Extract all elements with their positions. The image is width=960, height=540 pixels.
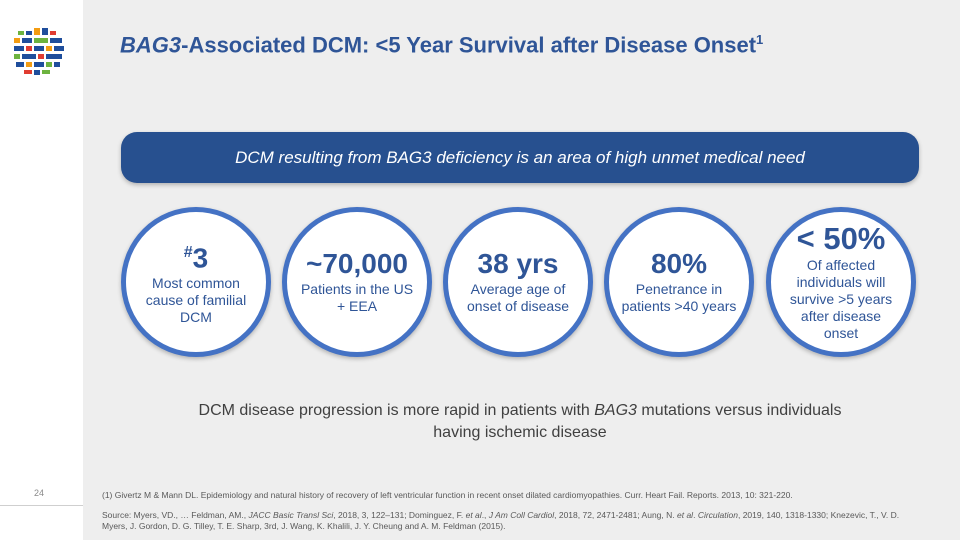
stat-circle-penetrance: 80% Penetrance in patients >40 years: [604, 207, 754, 357]
stat-circle-rank: #3 Most common cause of familial DCM: [121, 207, 271, 357]
slide-title: BAG3-Associated DCM: <5 Year Survival af…: [120, 32, 940, 58]
stat-description: Patients in the US + EEA: [300, 281, 414, 314]
stat-prefix: #: [183, 243, 193, 261]
left-margin-strip: [0, 0, 83, 540]
stat-value: < 50%: [796, 220, 886, 256]
title-gene: BAG3: [120, 32, 182, 58]
stat-value: 38 yrs: [477, 248, 559, 279]
footnote: (1) Givertz M & Mann DL. Epidemiology an…: [102, 490, 793, 500]
stat-value: #3: [183, 242, 209, 274]
page-number-divider: [0, 505, 83, 506]
unmet-need-banner: DCM resulting from BAG3 deficiency is an…: [121, 132, 919, 183]
stat-description: Penetrance in patients >40 years: [621, 281, 737, 314]
stat-circle-onset-age: 38 yrs Average age of onset of disease: [443, 207, 593, 357]
stat-description: Average age of onset of disease: [467, 281, 569, 314]
stat-value: 80%: [650, 248, 708, 279]
stat-description: Most common cause of familial DCM: [145, 275, 247, 326]
stat-circle-survival: < 50% Of affected individuals will survi…: [766, 207, 916, 357]
page-number: 24: [34, 488, 45, 498]
progression-gene: BAG3: [594, 402, 637, 419]
source-citation: Source: Myers, VD., … Feldman, AM., JACC…: [102, 510, 900, 531]
stat-description: Of affected individuals will survive >5 …: [789, 256, 893, 341]
progression-statement: DCM disease progression is more rapid in…: [198, 402, 842, 441]
stat-value: ~70,000: [306, 248, 408, 279]
title-text: -Associated DCM: <5 Year Survival after …: [181, 32, 757, 58]
stat-circle-patients: ~70,000 Patients in the US + EEA: [282, 207, 432, 357]
title-superscript: 1: [756, 32, 764, 47]
banner-text: DCM resulting from BAG3 deficiency is an…: [235, 147, 805, 167]
company-logo: [14, 28, 64, 75]
